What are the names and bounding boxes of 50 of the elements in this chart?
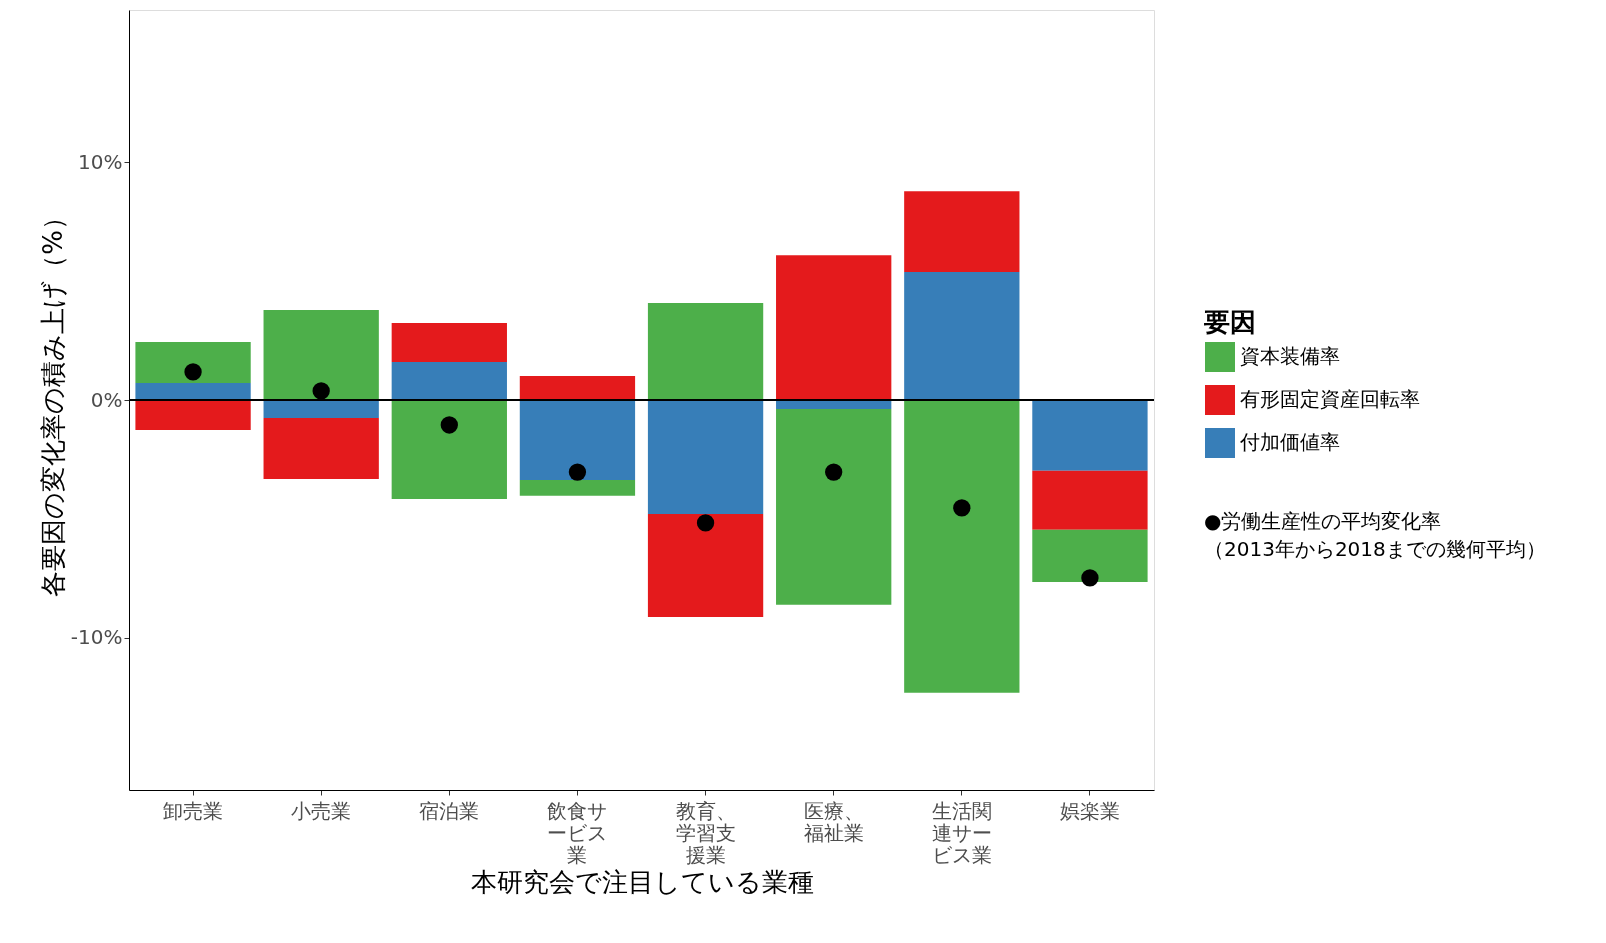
bar (135, 341, 251, 384)
bar (776, 255, 892, 400)
legend-label: 資本装備率 (1240, 344, 1340, 368)
bar (1032, 470, 1148, 530)
y-tick-label: 0% (90, 387, 123, 412)
point (825, 463, 843, 481)
bar (1032, 529, 1148, 582)
legend-label: 付加価値率 (1239, 430, 1340, 454)
bar (904, 191, 1020, 273)
point (953, 499, 971, 517)
bar (519, 479, 636, 496)
x-tick-label: 生活関連サービス業 (931, 798, 992, 867)
point (1081, 569, 1099, 587)
y-tick-label: 10% (78, 149, 123, 174)
x-tick-label: 娯楽業 (1059, 798, 1120, 823)
text: （2013年から2018までの幾何平均） (1204, 537, 1546, 561)
bar (391, 361, 507, 400)
bar (776, 409, 892, 605)
bar (391, 322, 507, 362)
y-tick-label: -10% (70, 625, 123, 650)
bar (519, 400, 636, 480)
point (568, 463, 587, 481)
legend-title: 要因 (1203, 307, 1256, 337)
bar (263, 418, 379, 479)
bar (1032, 400, 1148, 471)
bar (263, 310, 379, 400)
point (696, 514, 715, 532)
point (312, 382, 330, 400)
bar (391, 400, 507, 499)
bar (135, 383, 251, 400)
bar (904, 400, 1020, 693)
x-tick-label: 卸売業 (163, 798, 224, 823)
bar (647, 302, 764, 400)
y-axis-title: 各要因の変化率の積み上げ（%） (37, 204, 68, 597)
x-tick-label: 医療、福祉業 (803, 798, 864, 845)
text: ●労働生産性の平均変化率 (1204, 509, 1442, 533)
bar (904, 272, 1020, 400)
x-tick-label: 飲食サービス業 (547, 798, 608, 867)
x-tick-label: 教育、学習支援業 (675, 798, 736, 867)
point (184, 363, 202, 381)
x-axis-title: 本研究会で注目している業種 (470, 866, 814, 897)
bar (135, 400, 251, 430)
x-tick-label: 小売業 (291, 798, 352, 823)
point (440, 416, 458, 434)
bar (647, 513, 764, 617)
legend-label: 有形固定資産回転率 (1240, 387, 1420, 411)
bar (263, 400, 379, 419)
bar (519, 375, 636, 400)
x-tick-label: 宿泊業 (419, 798, 480, 823)
bar (647, 400, 764, 514)
